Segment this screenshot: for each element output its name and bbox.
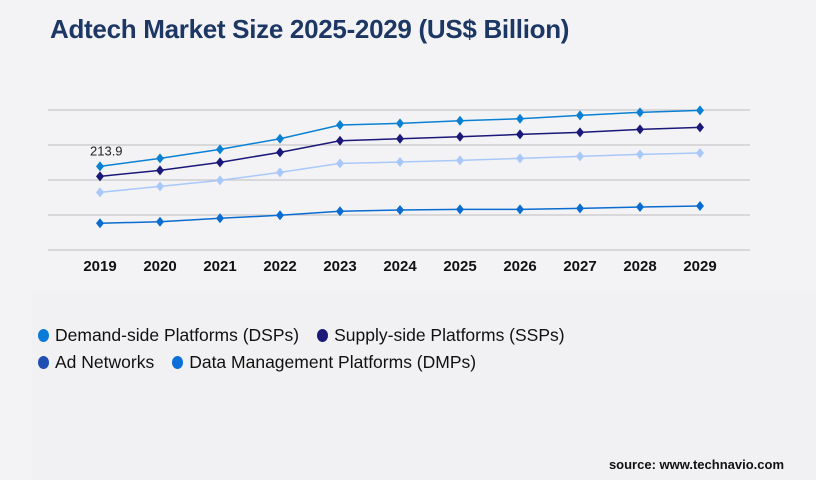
data-point	[576, 151, 584, 162]
data-point	[696, 122, 704, 133]
data-point	[336, 135, 344, 146]
data-point	[276, 210, 284, 221]
data-point	[156, 165, 164, 176]
data-point	[456, 131, 464, 142]
legend-marker	[38, 329, 49, 342]
data-point	[276, 167, 284, 178]
legend-panel	[32, 292, 816, 480]
data-point	[696, 105, 704, 116]
x-tick-label: 2025	[443, 258, 476, 275]
legend-marker	[172, 356, 184, 369]
data-point	[456, 115, 464, 126]
data-point	[696, 201, 704, 212]
data-label: 213.9	[90, 143, 123, 158]
data-point	[396, 133, 404, 144]
data-point	[276, 147, 284, 158]
legend-marker	[38, 356, 49, 369]
data-point	[636, 149, 644, 160]
x-tick-label: 2022	[263, 258, 296, 275]
data-point	[156, 216, 164, 227]
legend-item-ssps: Supply-side Platforms (SSPs)	[317, 325, 565, 346]
data-point	[336, 158, 344, 169]
data-point	[516, 204, 524, 215]
data-point	[156, 153, 164, 164]
data-point	[636, 124, 644, 135]
legend-marker	[317, 329, 329, 342]
legend-item-ad-networks: Ad Networks	[38, 352, 154, 373]
x-tick-label: 2029	[683, 258, 716, 275]
x-tick-label: 2023	[323, 258, 356, 275]
legend-item-dmps: Data Management Platforms (DMPs)	[172, 352, 476, 373]
data-point	[456, 204, 464, 215]
x-tick-label: 2021	[203, 258, 236, 275]
x-tick-label: 2019	[83, 258, 116, 275]
data-point	[216, 175, 224, 186]
data-point	[96, 161, 104, 172]
legend-label: Demand-side Platforms (DSPs)	[55, 325, 300, 345]
data-point	[96, 218, 104, 229]
chart-title: Adtech Market Size 2025-2029 (US$ Billio…	[50, 14, 570, 44]
data-point	[516, 153, 524, 164]
source-text: source: www.technavio.com	[608, 457, 784, 472]
legend-item-dsps: Demand-side Platforms (DSPs)	[38, 325, 299, 346]
line-chart: 2019 2020 2021 2022 2023 2024 2025 2026 2027 2028…	[48, 105, 750, 275]
data-point	[696, 148, 704, 159]
data-point	[516, 129, 524, 140]
data-point	[276, 133, 284, 144]
x-tick-label: 2028	[623, 258, 656, 275]
data-point	[96, 171, 104, 182]
x-tick-label: 2020	[143, 258, 176, 275]
data-point	[456, 155, 464, 166]
x-tick-label: 2026	[503, 258, 536, 275]
legend-label: Supply-side Platforms (SSPs)	[334, 325, 565, 345]
data-point	[156, 181, 164, 192]
data-point	[216, 213, 224, 224]
x-tick-label: 2024	[383, 258, 417, 275]
data-point	[396, 157, 404, 168]
legend: Demand-side Platforms (DSPs) Supply-side…	[38, 322, 583, 376]
data-point	[636, 202, 644, 213]
data-point	[96, 187, 104, 198]
data-point	[576, 203, 584, 214]
data-point	[336, 120, 344, 131]
data-point	[576, 110, 584, 121]
x-tick-label: 2027	[563, 258, 596, 275]
data-point	[336, 206, 344, 217]
data-point	[216, 157, 224, 168]
data-point	[396, 205, 404, 216]
data-point	[396, 118, 404, 129]
legend-label: Data Management Platforms (DMPs)	[189, 352, 477, 372]
data-point	[576, 127, 584, 138]
data-point	[216, 144, 224, 155]
data-point	[636, 107, 644, 118]
legend-label: Ad Networks	[55, 352, 155, 372]
data-point	[516, 113, 524, 124]
